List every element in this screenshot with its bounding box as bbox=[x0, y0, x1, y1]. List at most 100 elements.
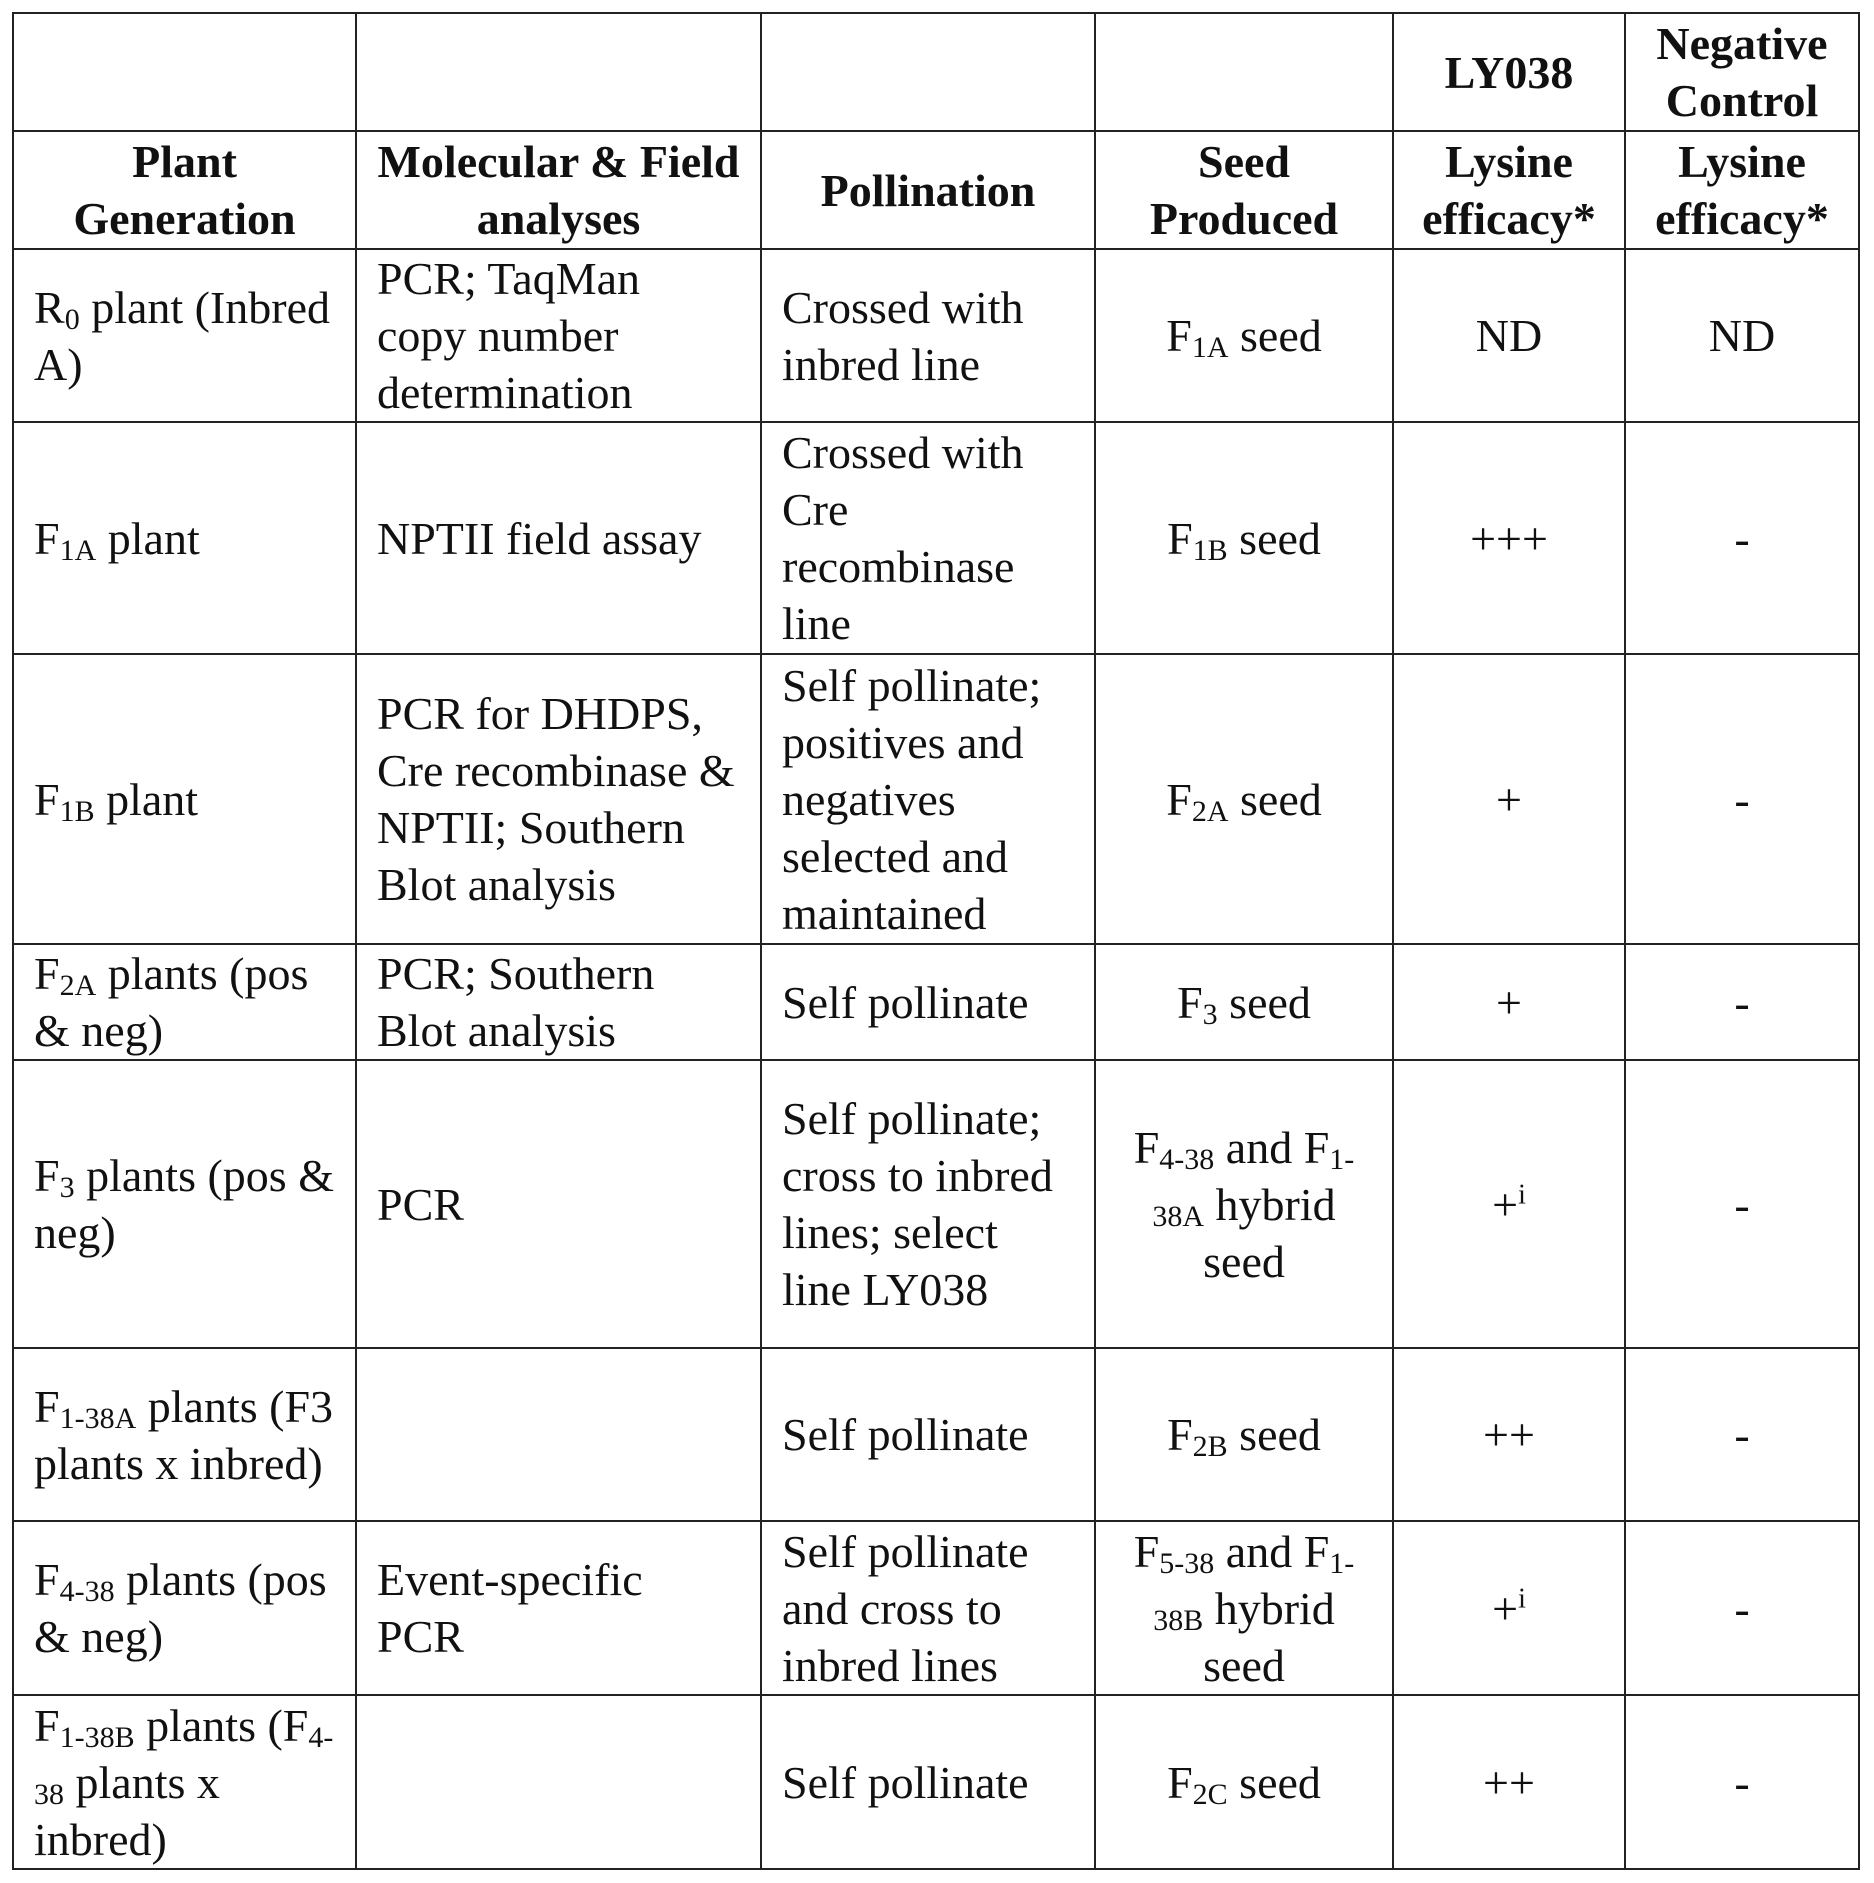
plant-generation-cell: F1-38A plants (F3 plants x inbred) bbox=[13, 1348, 356, 1521]
text-segment: F bbox=[34, 774, 60, 825]
top-header-cell bbox=[13, 13, 356, 131]
negative-lysine-cell: - bbox=[1625, 1695, 1859, 1869]
seed-cell: F1A seed bbox=[1095, 249, 1393, 422]
ly038-header: LY038 bbox=[1393, 13, 1625, 131]
text-segment: F bbox=[34, 1700, 60, 1751]
subscript: 2A bbox=[1192, 795, 1229, 828]
negative-lysine-cell: - bbox=[1625, 422, 1859, 654]
analyses-cell: PCR; Southern Blot analysis bbox=[356, 944, 761, 1060]
ly038-lysine-cell: + bbox=[1393, 654, 1625, 944]
text-segment: F bbox=[1167, 1409, 1193, 1460]
subscript: 2A bbox=[60, 969, 97, 1002]
negative-control-header: Negative Control bbox=[1625, 13, 1859, 131]
top-header-cell bbox=[356, 13, 761, 131]
text-segment: seed bbox=[1228, 513, 1321, 564]
subscript: 3 bbox=[1203, 998, 1218, 1031]
text-segment: R bbox=[34, 282, 65, 333]
efficacy-value: + bbox=[1492, 1179, 1518, 1230]
col-plant-generation: Plant Generation bbox=[13, 131, 356, 249]
subscript: 1B bbox=[1193, 534, 1228, 567]
subscript: 1A bbox=[1192, 331, 1229, 364]
ly038-lysine-cell: ND bbox=[1393, 249, 1625, 422]
negative-lysine-cell: - bbox=[1625, 944, 1859, 1060]
text-segment: hybrid seed bbox=[1203, 1179, 1336, 1287]
subscript: 2B bbox=[1193, 1430, 1228, 1463]
col-analyses: Molecular & Field analyses bbox=[356, 131, 761, 249]
text-segment: plants (pos & neg) bbox=[34, 1150, 334, 1258]
pollination-cell: Crossed with inbred line bbox=[761, 249, 1095, 422]
table-row: R0 plant (Inbred A)PCR; TaqMan copy numb… bbox=[13, 249, 1859, 422]
subscript: 1-38B bbox=[60, 1721, 135, 1754]
efficacy-value: ++ bbox=[1483, 1409, 1535, 1460]
ly038-lysine-cell: +i bbox=[1393, 1060, 1625, 1348]
col-seed-produced: Seed Produced bbox=[1095, 131, 1393, 249]
col-ly038-lysine: Lysine efficacy* bbox=[1393, 131, 1625, 249]
table-row: F4-38 plants (pos & neg)Event-specific P… bbox=[13, 1521, 1859, 1695]
plant-generation-cell: R0 plant (Inbred A) bbox=[13, 249, 356, 422]
text-segment: F bbox=[1134, 1122, 1160, 1173]
plant-generation-cell: F4-38 plants (pos & neg) bbox=[13, 1521, 356, 1695]
subscript: 5-38 bbox=[1159, 1547, 1214, 1580]
seed-cell: F3 seed bbox=[1095, 944, 1393, 1060]
text-segment: plant bbox=[95, 774, 198, 825]
subscript: 1B bbox=[60, 795, 95, 828]
analyses-cell: PCR bbox=[356, 1060, 761, 1348]
plant-generation-cell: F1A plant bbox=[13, 422, 356, 654]
table-row: F3 plants (pos & neg)PCRSelf pollinate; … bbox=[13, 1060, 1859, 1348]
subscript: 4-38 bbox=[60, 1575, 115, 1608]
negative-lysine-cell: - bbox=[1625, 1521, 1859, 1695]
text-segment: F bbox=[34, 1381, 60, 1432]
pollination-cell: Self pollinate bbox=[761, 1348, 1095, 1521]
text-segment: and F bbox=[1214, 1526, 1329, 1577]
text-segment: seed bbox=[1229, 774, 1322, 825]
text-segment: hybrid seed bbox=[1203, 1583, 1335, 1691]
efficacy-value: + bbox=[1496, 774, 1522, 825]
top-header-row: LY038 Negative Control bbox=[13, 13, 1859, 131]
ly038-lysine-cell: +i bbox=[1393, 1521, 1625, 1695]
text-segment: plants (F3 plants x inbred) bbox=[34, 1381, 333, 1489]
text-segment: seed bbox=[1218, 977, 1311, 1028]
pollination-cell: Self pollinate bbox=[761, 944, 1095, 1060]
ly038-lysine-cell: +++ bbox=[1393, 422, 1625, 654]
text-segment: plant (Inbred A) bbox=[34, 282, 330, 390]
col-negative-lysine: Lysine efficacy* bbox=[1625, 131, 1859, 249]
table-row: F1A plantNPTII field assayCrossed with C… bbox=[13, 422, 1859, 654]
text-segment: F bbox=[1167, 513, 1193, 564]
text-segment: F bbox=[34, 513, 60, 564]
column-header-row: Plant Generation Molecular & Field analy… bbox=[13, 131, 1859, 249]
efficacy-value: + bbox=[1492, 1583, 1518, 1634]
plant-generation-cell: F2A plants (pos & neg) bbox=[13, 944, 356, 1060]
footnote-mark: i bbox=[1518, 1179, 1526, 1210]
text-segment: F bbox=[1177, 977, 1203, 1028]
analyses-cell bbox=[356, 1348, 761, 1521]
text-segment: F bbox=[34, 1150, 60, 1201]
pollination-cell: Self pollinate; cross to inbred lines; s… bbox=[761, 1060, 1095, 1348]
seed-cell: F2C seed bbox=[1095, 1695, 1393, 1869]
seed-cell: F2B seed bbox=[1095, 1348, 1393, 1521]
efficacy-value: + bbox=[1496, 977, 1522, 1028]
text-segment: plant bbox=[96, 513, 199, 564]
seed-cell: F4-38 and F1-38A hybrid seed bbox=[1095, 1060, 1393, 1348]
table-row: F1-38A plants (F3 plants x inbred)Self p… bbox=[13, 1348, 1859, 1521]
text-segment: and F bbox=[1214, 1122, 1329, 1173]
negative-lysine-cell: - bbox=[1625, 654, 1859, 944]
seed-cell: F2A seed bbox=[1095, 654, 1393, 944]
breeding-table: LY038 Negative Control Plant Generation … bbox=[12, 12, 1860, 1870]
top-header-cell bbox=[761, 13, 1095, 131]
subscript: 4-38 bbox=[1159, 1143, 1214, 1176]
efficacy-value: ++ bbox=[1483, 1757, 1535, 1808]
text-segment: F bbox=[34, 948, 60, 999]
subscript: 0 bbox=[65, 303, 80, 336]
efficacy-value: +++ bbox=[1470, 513, 1548, 564]
ly038-lysine-cell: ++ bbox=[1393, 1348, 1625, 1521]
ly038-lysine-cell: ++ bbox=[1393, 1695, 1625, 1869]
subscript: 1A bbox=[60, 534, 97, 567]
text-segment: F bbox=[1134, 1526, 1160, 1577]
plant-generation-cell: F3 plants (pos & neg) bbox=[13, 1060, 356, 1348]
analyses-cell: PCR for DHDPS, Cre recombinase & NPTII; … bbox=[356, 654, 761, 944]
text-segment: F bbox=[1166, 774, 1192, 825]
pollination-cell: Self pollinate bbox=[761, 1695, 1095, 1869]
negative-lysine-cell: - bbox=[1625, 1060, 1859, 1348]
subscript: 1-38A bbox=[60, 1402, 137, 1435]
text-segment: plants (pos & neg) bbox=[34, 1554, 327, 1662]
